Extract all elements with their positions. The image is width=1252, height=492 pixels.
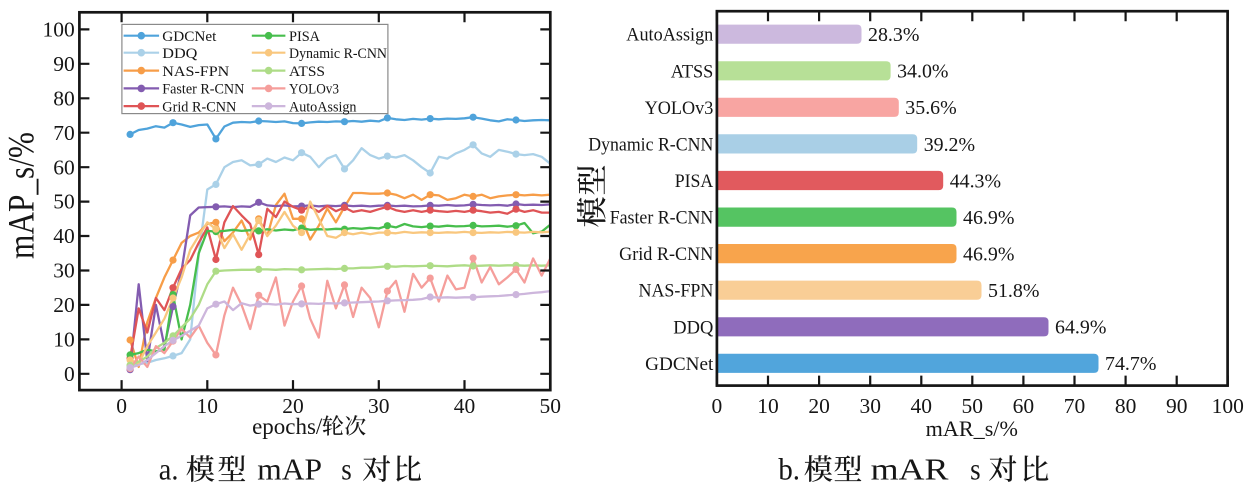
svg-text:epochs/: epochs/	[252, 414, 323, 439]
svg-text:46.9%: 46.9%	[963, 244, 1014, 266]
svg-text:44.3%: 44.3%	[950, 170, 1001, 192]
svg-text:30: 30	[368, 394, 390, 418]
svg-text:50: 50	[540, 394, 562, 418]
svg-text:100: 100	[1212, 394, 1244, 418]
svg-text:PISA: PISA	[289, 29, 320, 45]
svg-text:20: 20	[282, 394, 304, 418]
svg-text:20: 20	[53, 293, 75, 317]
svg-text:mAP: mAP	[257, 452, 322, 487]
svg-text:40: 40	[454, 394, 476, 418]
svg-text:70: 70	[1064, 394, 1086, 418]
svg-text:NAS-FPN: NAS-FPN	[162, 64, 229, 80]
svg-text:YOLOv3: YOLOv3	[289, 82, 339, 98]
svg-text:10: 10	[53, 328, 75, 352]
svg-text:PISA: PISA	[675, 171, 714, 192]
svg-text:74.7%: 74.7%	[1105, 353, 1156, 375]
svg-text:60: 60	[1013, 394, 1035, 418]
svg-text:51.8%: 51.8%	[988, 280, 1039, 302]
svg-text:80: 80	[1115, 394, 1137, 418]
svg-text:60: 60	[53, 155, 75, 179]
svg-text:Dynamic R-CNN: Dynamic R-CNN	[588, 134, 713, 155]
svg-text:a.: a.	[159, 452, 179, 487]
svg-text:40: 40	[911, 394, 933, 418]
svg-text:AutoAssign: AutoAssign	[289, 99, 357, 115]
svg-text:90: 90	[1166, 394, 1188, 418]
svg-text:Grid R-CNN: Grid R-CNN	[619, 244, 713, 265]
svg-text:ATSS: ATSS	[671, 61, 714, 82]
svg-text:46.9%: 46.9%	[963, 207, 1014, 229]
svg-text:50: 50	[53, 190, 75, 214]
svg-text:70: 70	[53, 121, 75, 145]
svg-text:28.3%: 28.3%	[868, 24, 919, 46]
svg-text:35.6%: 35.6%	[905, 97, 956, 119]
svg-text:0: 0	[116, 394, 127, 418]
svg-text:10: 10	[197, 394, 219, 418]
svg-text:34.0%: 34.0%	[897, 61, 948, 83]
svg-text:Faster R-CNN: Faster R-CNN	[610, 208, 714, 229]
svg-text:80: 80	[53, 86, 75, 110]
svg-text:Grid R-CNN: Grid R-CNN	[162, 99, 236, 115]
svg-text:10: 10	[757, 394, 779, 418]
svg-text:39.2%: 39.2%	[924, 134, 975, 156]
svg-text:20: 20	[808, 394, 830, 418]
svg-text:30: 30	[53, 259, 75, 283]
svg-text:50: 50	[962, 394, 984, 418]
svg-text:0: 0	[712, 394, 723, 418]
svg-text:s: s	[970, 452, 981, 487]
svg-text:Dynamic R-CNN: Dynamic R-CNN	[289, 46, 387, 62]
svg-text:b.: b.	[778, 452, 800, 487]
svg-text:Faster R-CNN: Faster R-CNN	[162, 82, 244, 98]
svg-text:DDQ: DDQ	[673, 317, 713, 338]
svg-text:90: 90	[53, 52, 75, 76]
svg-text:64.9%: 64.9%	[1055, 317, 1106, 339]
svg-text:NAS-FPN: NAS-FPN	[639, 281, 714, 302]
svg-text:mAP_s/%: mAP_s/%	[2, 132, 43, 259]
svg-text:GDCNet: GDCNet	[645, 354, 714, 375]
svg-text:30: 30	[859, 394, 881, 418]
svg-text:0: 0	[64, 362, 75, 386]
svg-text:YOLOv3: YOLOv3	[645, 98, 714, 119]
svg-text:AutoAssign: AutoAssign	[626, 25, 713, 46]
svg-text:ATSS: ATSS	[289, 64, 325, 80]
svg-text:40: 40	[53, 224, 75, 248]
svg-text:DDQ: DDQ	[162, 46, 197, 62]
svg-text:100: 100	[42, 18, 74, 42]
svg-text:mAR: mAR	[871, 452, 949, 487]
svg-text:mAR_s/%: mAR_s/%	[926, 416, 1018, 441]
svg-text:s: s	[341, 452, 352, 487]
svg-text:GDCNet: GDCNet	[162, 29, 217, 45]
